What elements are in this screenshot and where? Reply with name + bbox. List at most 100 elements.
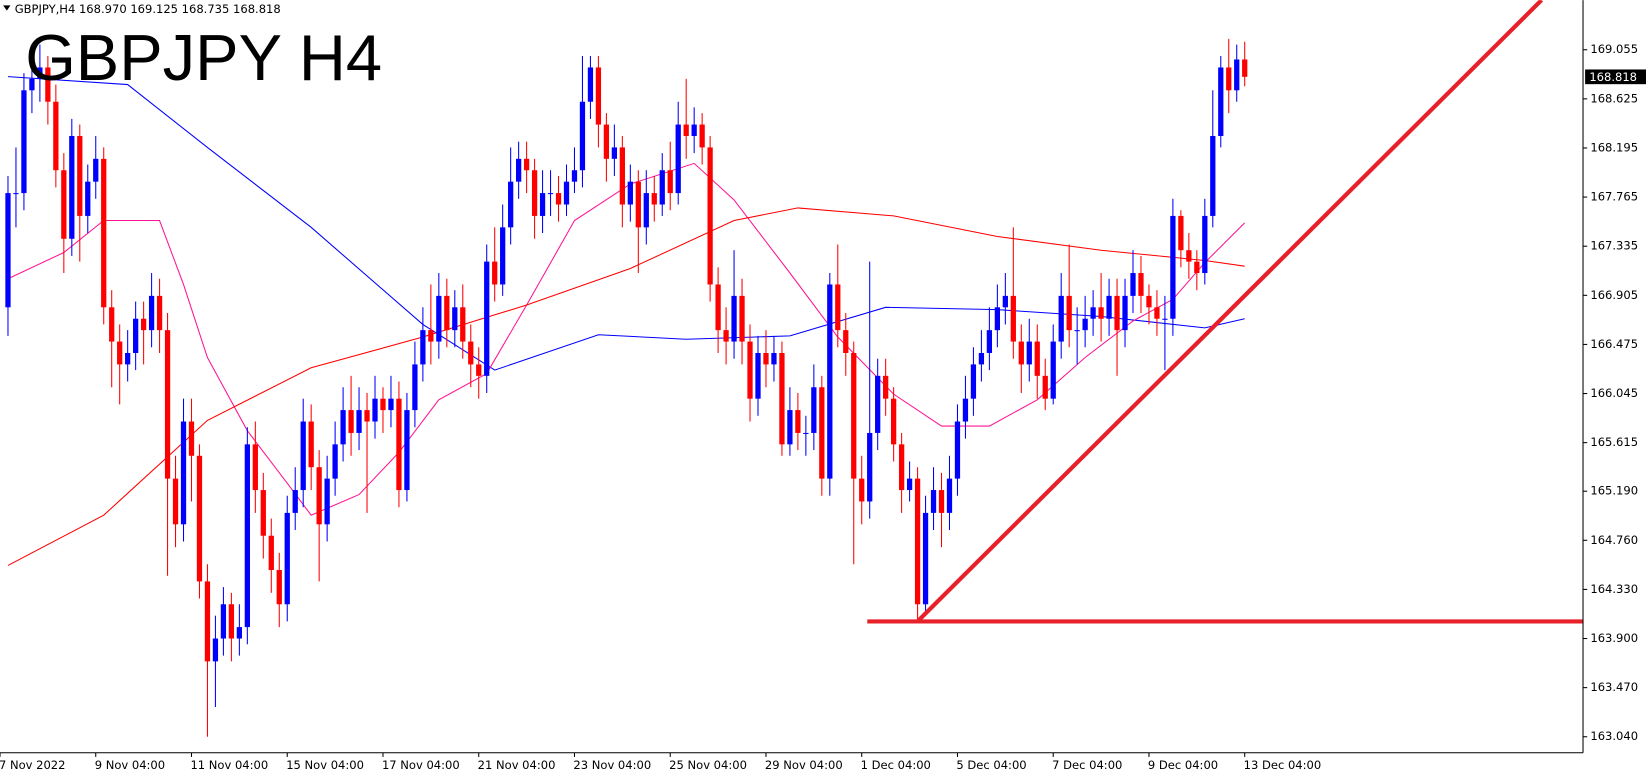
- y-tick-label: 167.335: [1590, 239, 1638, 253]
- candle-body: [1162, 318, 1168, 320]
- candle-body: [364, 410, 370, 422]
- candle-body: [851, 352, 857, 479]
- chart-title: GBPJPY H4: [25, 21, 382, 94]
- candle-body: [811, 387, 817, 433]
- candle-body: [699, 124, 705, 148]
- candle-body: [69, 135, 75, 239]
- candle-body: [180, 421, 187, 525]
- candle-body: [204, 581, 211, 662]
- candle-body: [428, 330, 434, 342]
- candle-body: [61, 170, 67, 239]
- candle-body: [587, 67, 594, 102]
- candle-body: [452, 307, 458, 331]
- candle-body: [476, 364, 482, 376]
- candle-body: [244, 444, 250, 628]
- candle-body: [938, 490, 945, 513]
- candle-body: [914, 478, 921, 605]
- candle-body: [188, 421, 195, 456]
- x-tick-label: 13 Dec 04:00: [1244, 758, 1322, 772]
- candle-body: [563, 181, 570, 205]
- moving-average: [7, 207, 1245, 566]
- trendline: [916, 0, 1544, 623]
- candle-body: [236, 627, 243, 639]
- x-tick-label: 21 Nov 04:00: [478, 758, 556, 772]
- candle-body: [906, 478, 913, 491]
- candle-body: [37, 67, 43, 79]
- candle-body: [436, 295, 442, 342]
- candle-body: [1082, 318, 1088, 331]
- candle-body: [795, 410, 801, 433]
- candle-body: [898, 444, 905, 491]
- candle-body: [140, 318, 147, 331]
- candle-body: [1170, 215, 1176, 319]
- candle-body: [260, 490, 266, 536]
- candle-body: [1194, 261, 1200, 274]
- candle-body: [547, 193, 554, 195]
- candle-body: [404, 410, 410, 491]
- candle-body: [380, 398, 386, 411]
- candle-body: [715, 284, 721, 331]
- candle-body: [1090, 307, 1096, 319]
- candle-body: [595, 67, 602, 125]
- candle-body: [412, 364, 418, 411]
- y-tick-label: 166.045: [1590, 386, 1638, 400]
- candle-body: [372, 398, 378, 422]
- candle-body: [619, 147, 625, 205]
- moving-average: [7, 76, 1245, 371]
- candle-body: [1154, 307, 1160, 319]
- candle-body: [276, 569, 282, 605]
- candle-body: [659, 170, 665, 205]
- candle-body: [1122, 295, 1128, 331]
- y-tick-label: 169.055: [1590, 42, 1638, 56]
- candle-body: [85, 181, 91, 216]
- candle-body: [1210, 135, 1216, 216]
- candle-body: [891, 398, 897, 445]
- candle-body: [603, 124, 610, 159]
- candle-body: [444, 295, 450, 331]
- candle-body: [1218, 67, 1224, 136]
- candle-body: [220, 604, 227, 639]
- candle-body: [45, 67, 51, 102]
- candle-body: [468, 341, 474, 365]
- candle-body: [970, 364, 977, 399]
- candle-body: [1002, 295, 1008, 308]
- candle-body: [1130, 273, 1136, 296]
- y-tick-label: 165.190: [1590, 484, 1638, 498]
- candle-body: [651, 193, 657, 205]
- candle-body: [819, 387, 825, 479]
- candle-body: [284, 512, 290, 605]
- candle-body: [643, 193, 649, 228]
- candle-body: [164, 330, 171, 479]
- candle-body: [707, 147, 713, 285]
- candle-body: [300, 421, 306, 491]
- candle-body: [978, 352, 985, 365]
- candle-body: [1034, 341, 1040, 376]
- candle-body: [1202, 215, 1208, 274]
- x-tick-label: 23 Nov 04:00: [573, 758, 651, 772]
- candle-body: [348, 410, 354, 433]
- candle-body: [484, 261, 490, 376]
- candle-body: [1050, 341, 1056, 399]
- candle-body: [148, 295, 155, 331]
- x-tick-label: 7 Dec 04:00: [1052, 758, 1122, 772]
- candle-body: [723, 330, 729, 342]
- candle-body: [1106, 295, 1112, 319]
- candle-body: [523, 158, 530, 171]
- candle-body: [252, 444, 258, 491]
- candle-body: [1234, 59, 1240, 91]
- candle-body: [859, 478, 865, 502]
- candle-body: [635, 181, 641, 228]
- x-tick-label: 15 Nov 04:00: [286, 758, 364, 772]
- candle-body: [683, 124, 689, 136]
- candle-body: [316, 467, 322, 525]
- candle-body: [212, 638, 219, 662]
- candle-body: [460, 307, 466, 342]
- candle-body: [571, 170, 578, 182]
- price-label-box: [1585, 69, 1646, 85]
- candle-body: [803, 432, 809, 434]
- candle-body: [93, 158, 99, 182]
- y-tick-label: 165.615: [1590, 435, 1638, 449]
- candle-body: [930, 490, 937, 513]
- candle-body: [986, 330, 993, 353]
